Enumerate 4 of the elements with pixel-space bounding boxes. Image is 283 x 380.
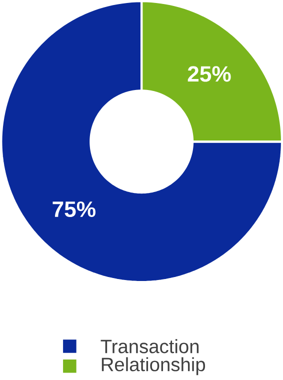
legend-label: Relationship — [102, 357, 205, 376]
legend-label: Transaction — [100, 339, 198, 354]
data-label: 75% — [52, 201, 96, 218]
data-label: 25% — [188, 66, 231, 82]
